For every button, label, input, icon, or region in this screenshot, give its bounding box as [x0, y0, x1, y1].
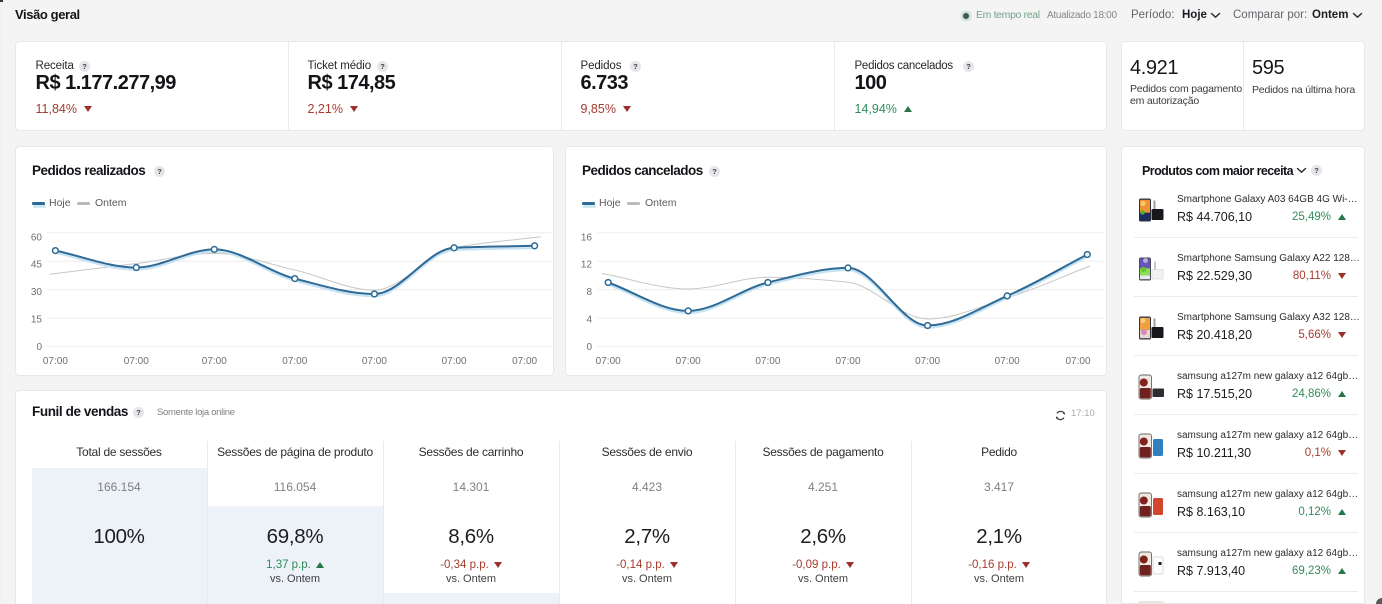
svg-text:15: 15: [31, 315, 43, 326]
svg-text:07:00: 07:00: [915, 356, 940, 367]
svg-text:07:00: 07:00: [755, 356, 780, 367]
svg-text:07:00: 07:00: [202, 356, 227, 367]
svg-text:07:00: 07:00: [596, 356, 621, 367]
svg-text:07:00: 07:00: [124, 356, 149, 367]
svg-text:07:00: 07:00: [512, 356, 537, 367]
svg-text:45: 45: [31, 260, 43, 271]
svg-text:07:00: 07:00: [43, 356, 68, 367]
svg-text:30: 30: [31, 287, 43, 298]
svg-text:07:00: 07:00: [676, 356, 701, 367]
svg-text:60: 60: [31, 232, 43, 243]
svg-text:07:00: 07:00: [282, 356, 307, 367]
svg-text:0: 0: [586, 342, 592, 353]
svg-text:4: 4: [586, 315, 592, 326]
svg-text:07:00: 07:00: [442, 356, 467, 367]
svg-text:07:00: 07:00: [362, 356, 387, 367]
svg-text:07:00: 07:00: [995, 356, 1020, 367]
svg-text:16: 16: [581, 232, 593, 243]
svg-text:8: 8: [586, 287, 592, 298]
svg-text:12: 12: [581, 260, 593, 271]
svg-text:07:00: 07:00: [1065, 356, 1090, 367]
svg-text:07:00: 07:00: [835, 356, 860, 367]
svg-text:0: 0: [36, 342, 42, 353]
